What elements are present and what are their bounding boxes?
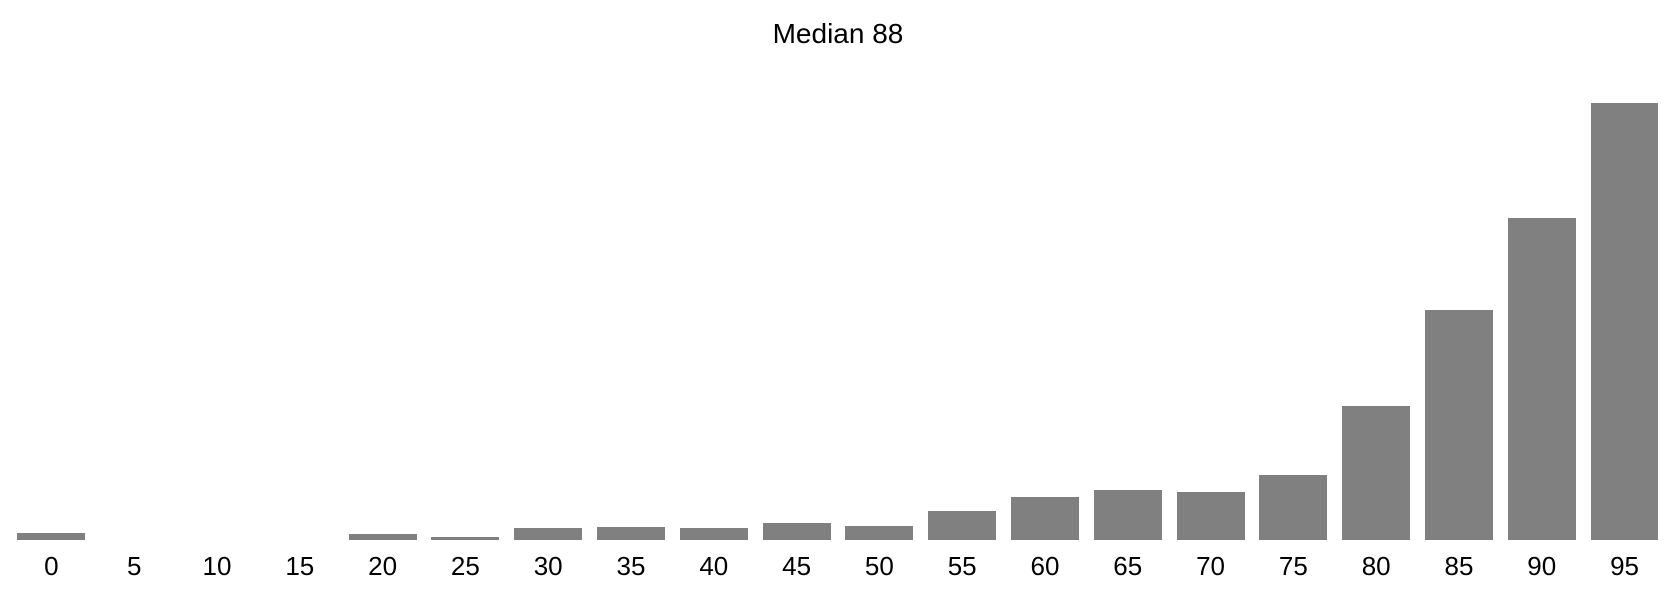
bar-slot xyxy=(755,60,838,540)
histogram-bar xyxy=(1011,497,1079,540)
x-tick-label: 5 xyxy=(93,551,176,582)
bar-slot xyxy=(1418,60,1501,540)
x-axis: 05101520253035404550556065707580859095 xyxy=(10,551,1666,582)
x-tick-label: 65 xyxy=(1086,551,1169,582)
x-tick-label: 25 xyxy=(424,551,507,582)
histogram-chart: Median 88 051015202530354045505560657075… xyxy=(0,0,1676,590)
x-tick-label: 75 xyxy=(1252,551,1335,582)
histogram-bar xyxy=(597,527,665,540)
histogram-bar xyxy=(680,528,748,540)
x-tick-label: 80 xyxy=(1335,551,1418,582)
x-tick-label: 30 xyxy=(507,551,590,582)
histogram-bar xyxy=(431,537,499,540)
bar-slot xyxy=(590,60,673,540)
histogram-bar xyxy=(1508,218,1576,540)
x-tick-label: 10 xyxy=(176,551,259,582)
histogram-bar xyxy=(1259,475,1327,540)
chart-plot-area xyxy=(10,60,1666,540)
bar-slot xyxy=(838,60,921,540)
histogram-bar xyxy=(1591,103,1659,540)
x-tick-label: 95 xyxy=(1583,551,1666,582)
x-tick-label: 20 xyxy=(341,551,424,582)
x-tick-label: 90 xyxy=(1500,551,1583,582)
bar-slot xyxy=(672,60,755,540)
x-tick-label: 40 xyxy=(672,551,755,582)
histogram-bar xyxy=(1342,406,1410,540)
bar-slot xyxy=(341,60,424,540)
histogram-bar xyxy=(514,528,582,540)
histogram-bar xyxy=(349,534,417,540)
histogram-bar xyxy=(928,511,996,540)
x-tick-label: 50 xyxy=(838,551,921,582)
chart-title: Median 88 xyxy=(0,18,1676,50)
histogram-bar xyxy=(845,526,913,540)
bar-slot xyxy=(921,60,1004,540)
bar-slot xyxy=(1335,60,1418,540)
x-tick-label: 35 xyxy=(590,551,673,582)
bar-slot xyxy=(424,60,507,540)
bar-slot xyxy=(10,60,93,540)
x-tick-label: 70 xyxy=(1169,551,1252,582)
histogram-bar xyxy=(763,523,831,540)
bar-slot xyxy=(1004,60,1087,540)
histogram-bar xyxy=(17,533,85,540)
bar-slot xyxy=(1086,60,1169,540)
bar-slot xyxy=(1500,60,1583,540)
histogram-bar xyxy=(1094,490,1162,540)
bar-slot xyxy=(1252,60,1335,540)
x-tick-label: 0 xyxy=(10,551,93,582)
x-tick-label: 15 xyxy=(258,551,341,582)
x-tick-label: 55 xyxy=(921,551,1004,582)
x-tick-label: 85 xyxy=(1418,551,1501,582)
bar-slot xyxy=(258,60,341,540)
bar-slot xyxy=(93,60,176,540)
x-tick-label: 60 xyxy=(1004,551,1087,582)
bar-slot xyxy=(1169,60,1252,540)
x-tick-label: 45 xyxy=(755,551,838,582)
bar-slot xyxy=(176,60,259,540)
bar-slot xyxy=(1583,60,1666,540)
histogram-bar xyxy=(1177,492,1245,540)
bar-slot xyxy=(507,60,590,540)
histogram-bar xyxy=(1425,310,1493,540)
